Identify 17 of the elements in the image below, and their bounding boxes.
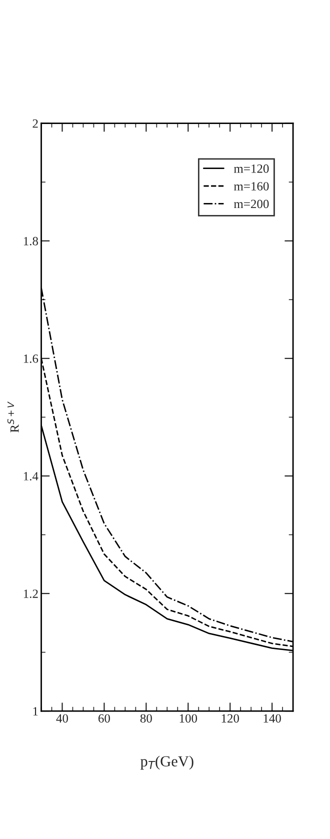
y-tick-label: 1 [33, 707, 38, 716]
x-tick-label: 100 [180, 714, 198, 723]
x-tick-label: 80 [140, 714, 152, 723]
legend-label: m=120 [234, 164, 269, 173]
x-tick-label: 140 [264, 714, 281, 723]
x-tick-label: 40 [56, 714, 68, 723]
x-axis-title: p$_{T}$(GeV) [140, 756, 194, 770]
y-tick-label: 1.2 [24, 590, 38, 598]
y-tick-label: 1.4 [24, 472, 38, 480]
x-tick-label: 60 [98, 714, 110, 723]
y-tick-label: 1.8 [24, 236, 38, 246]
y-tick-label: 2 [32, 119, 38, 128]
legend-label: m=160 [234, 182, 269, 191]
x-tick-label: 120 [222, 714, 239, 723]
y-tick-label: 1.6 [24, 354, 38, 363]
legend-label: m=200 [234, 200, 269, 208]
y-axis-title: R$^{S+V}$ [7, 402, 19, 432]
